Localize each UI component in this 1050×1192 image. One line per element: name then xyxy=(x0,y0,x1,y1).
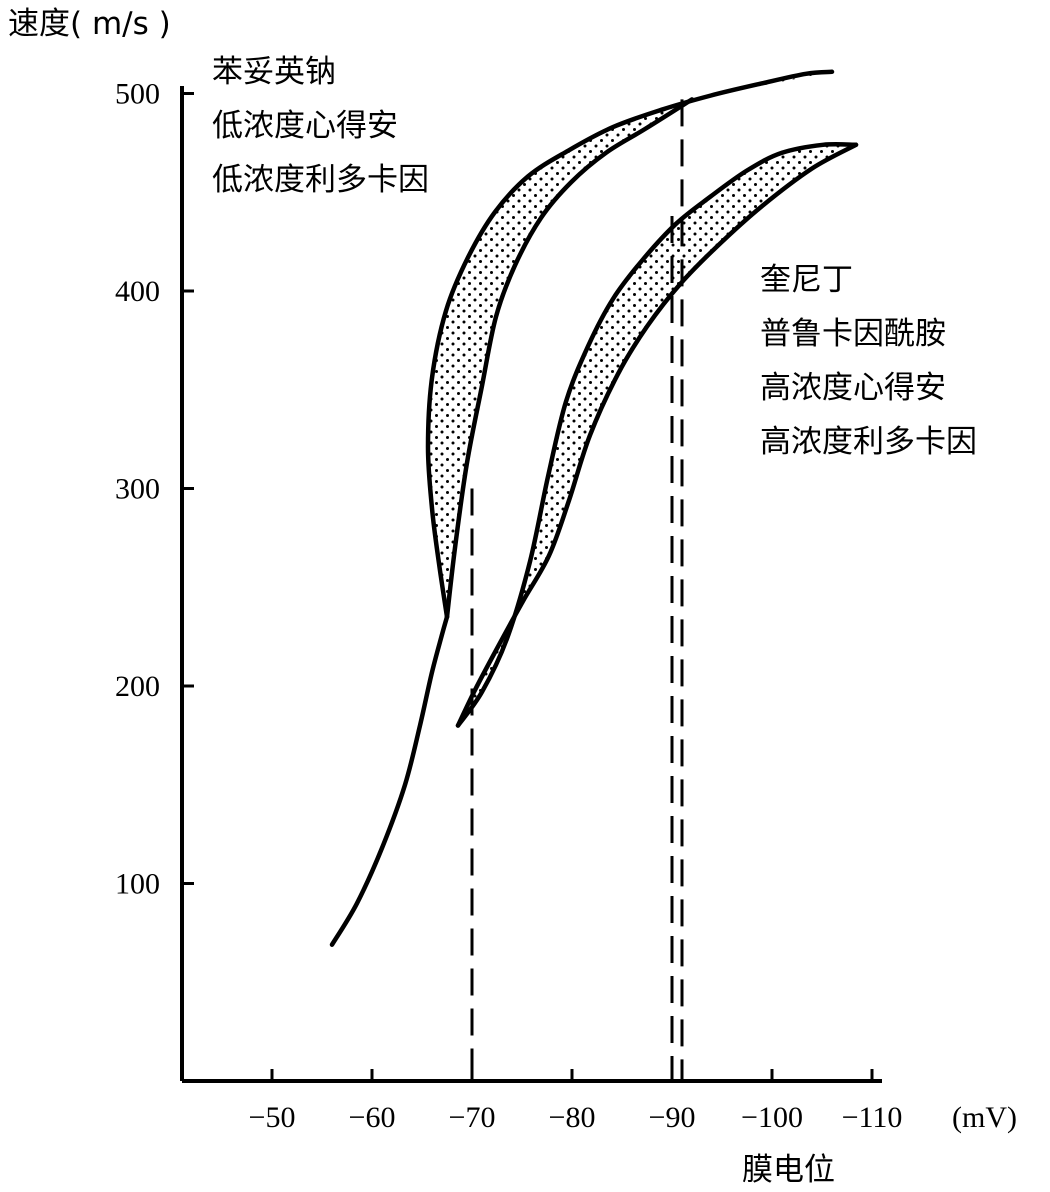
x-axis-ticks: −50 −60 −70 −80 −90 −100 −110 xyxy=(249,1069,903,1134)
y-axis-ticks: 100 200 300 400 500 xyxy=(115,78,194,901)
x-tick-label: −90 xyxy=(649,1101,696,1134)
y-tick-label: 300 xyxy=(115,473,160,506)
series-band-2-inner xyxy=(455,142,859,728)
y-tick-label: 100 xyxy=(115,868,160,901)
y-tick-label: 400 xyxy=(115,275,160,308)
x-axis-title: 膜电位 xyxy=(742,1152,835,1188)
x-tick-label: −70 xyxy=(449,1101,496,1134)
x-axis-unit: (mV) xyxy=(952,1101,1017,1134)
band-2-shading xyxy=(458,144,856,726)
x-tick-label: −110 xyxy=(842,1101,903,1134)
annotation-group-2-line-3: 高浓度心得安 xyxy=(760,370,946,406)
band-1-shading xyxy=(428,71,832,617)
annotation-group-2-line-1: 奎尼丁 xyxy=(760,262,853,298)
y-tick-label: 500 xyxy=(115,78,160,111)
series-band-1-inner xyxy=(444,97,695,620)
annotation-group-1-line-1: 苯妥英钠 xyxy=(212,54,336,90)
x-tick-label: −60 xyxy=(349,1101,396,1134)
series-base-curve xyxy=(329,614,450,947)
annotation-group-1-line-2: 低浓度心得安 xyxy=(212,108,398,144)
x-tick-label: −80 xyxy=(549,1101,596,1134)
y-axis-title: 速度( m/s ) xyxy=(8,6,171,42)
annotation-group-2-line-2: 普鲁卡因酰胺 xyxy=(760,316,946,352)
x-tick-label: −100 xyxy=(741,1101,803,1134)
series-band-1-outer xyxy=(425,69,835,620)
x-tick-label: −50 xyxy=(249,1101,296,1134)
annotation-group-2-line-4: 高浓度利多卡因 xyxy=(760,424,977,460)
annotation-group-1-line-3: 低浓度利多卡因 xyxy=(212,162,429,198)
y-tick-label: 200 xyxy=(115,670,160,703)
